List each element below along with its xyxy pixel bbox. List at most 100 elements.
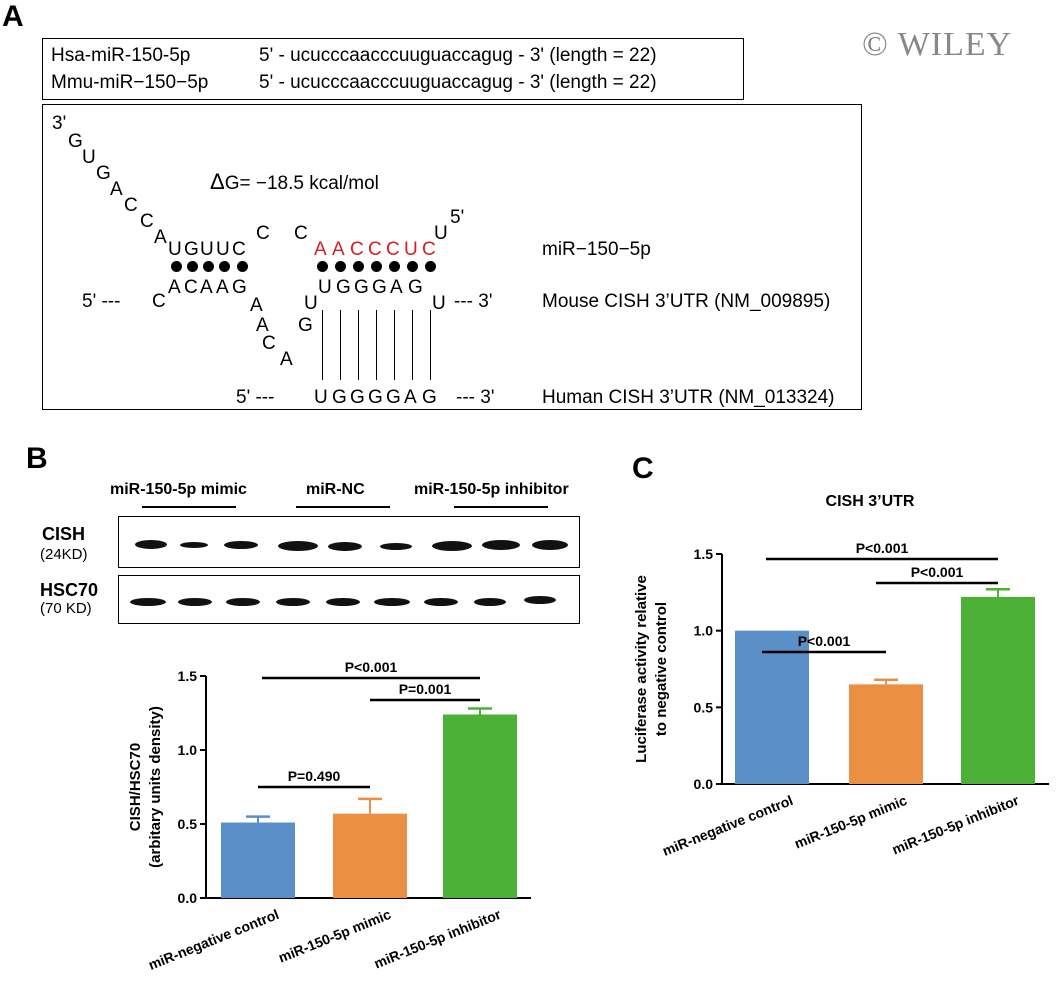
mouse-pair-nt: C xyxy=(184,277,198,298)
hsc70-band xyxy=(178,598,212,606)
seq-mouse: 5' - ucucccaacccuuguaccagug - 3' (length… xyxy=(259,72,657,93)
base-pair-dot xyxy=(389,261,400,272)
mouse-pair-nt: G xyxy=(232,277,247,298)
mouse-loop-nt: A xyxy=(280,349,293,370)
x-tick-label: miR-150-5p inhibitor xyxy=(372,906,504,972)
mirna-tail-nt: A xyxy=(154,227,167,248)
blot-group-line-mimic xyxy=(142,506,236,508)
bar-3 xyxy=(443,714,517,898)
seq-name-human: Hsa-miR-150-5p xyxy=(51,45,191,66)
human-seed-nt: U xyxy=(314,387,328,408)
cish-band xyxy=(224,541,258,549)
mirna-tail-nt: U xyxy=(82,147,96,168)
hsc70-blot xyxy=(118,575,580,624)
panel-letter-c: C xyxy=(632,452,654,485)
hsc70-label: HSC70 xyxy=(40,580,99,600)
mirna-pair-nt: G xyxy=(184,239,199,260)
homology-line xyxy=(412,310,414,380)
mouse-loop-nt: A xyxy=(256,315,269,336)
mouse-3prime-label: --- 3' xyxy=(454,291,493,312)
mouse-seed-nt: G xyxy=(354,277,369,298)
base-pair-dot xyxy=(371,261,382,272)
cish-band xyxy=(482,540,520,550)
hsc70-band xyxy=(130,598,166,606)
hsc70-band xyxy=(226,598,260,606)
y-axis-label: Luciferase activity relative xyxy=(633,575,650,763)
cish-band xyxy=(180,542,208,548)
mirna-tail-nt: G xyxy=(68,131,83,152)
blot-group-nc: miR-NC xyxy=(306,481,365,498)
mirna-3prime-label: 3' xyxy=(52,113,67,134)
blot-group-line-inhibitor xyxy=(454,506,548,508)
human-seed-nt: G xyxy=(422,387,437,408)
y-tick-label: 0.0 xyxy=(178,890,198,906)
homology-line xyxy=(340,310,342,380)
mouse-utr-label: Mouse CISH 3’UTR (NM_009895) xyxy=(542,291,831,312)
cish-band xyxy=(380,543,412,550)
seq-name-mouse: Mmu-miR−150−5p xyxy=(51,72,209,93)
mirna-seed-nt: C xyxy=(386,239,400,260)
mouse-seed-nt: G xyxy=(372,277,387,298)
bar-2 xyxy=(849,684,923,784)
delta-g-value: G= −18.5 kcal/mol xyxy=(224,173,379,194)
y-tick-label: 0.5 xyxy=(694,699,714,715)
base-pair-dot xyxy=(317,261,328,272)
mirna-seed-nt: U xyxy=(404,239,418,260)
y-tick-label: 1.0 xyxy=(694,623,714,639)
publisher-watermark: © WILEY xyxy=(862,26,1013,63)
homology-line xyxy=(394,310,396,380)
mirna-seed-nt: A xyxy=(314,239,327,260)
cish-band xyxy=(278,541,318,551)
significance-label: P<0.001 xyxy=(911,564,964,580)
blot-group-line-nc xyxy=(296,506,390,508)
cish-label: CISH xyxy=(42,524,86,544)
x-tick-label: miR-negative control xyxy=(660,792,795,859)
panel-letter-b: B xyxy=(26,442,48,475)
mouse-loop-nt: G xyxy=(298,315,313,336)
hsc70-band xyxy=(524,596,556,604)
significance-label: P<0.001 xyxy=(856,540,909,556)
mirna-pair-nt: U xyxy=(200,239,214,260)
mouse-seed-nt: G xyxy=(408,277,423,298)
sequence-box: Hsa-miR-150-5p 5' - ucucccaacccuuguaccag… xyxy=(42,38,744,100)
homology-line xyxy=(322,310,324,380)
mirna-pair-nt: U xyxy=(216,239,230,260)
bar-2 xyxy=(333,813,407,898)
binding-diagram-box xyxy=(42,104,862,410)
human-seed-nt: G xyxy=(350,387,365,408)
mirna-pair-nt: C xyxy=(232,239,246,260)
hsc70-size: (70 KD) xyxy=(40,600,92,617)
mirna-pair-nt: U xyxy=(168,239,182,260)
hsc70-band xyxy=(326,598,360,606)
human-seed-nt: A xyxy=(404,387,417,408)
hsc70-band xyxy=(424,598,458,606)
bar-3 xyxy=(961,596,1035,784)
significance-label: P=0.001 xyxy=(399,681,452,697)
base-pair-dot xyxy=(353,261,364,272)
mouse-pair-nt: A xyxy=(200,277,213,298)
cish-band xyxy=(328,542,362,551)
cish-band xyxy=(532,540,568,550)
base-pair-dot xyxy=(237,261,248,272)
base-pair-dot xyxy=(407,261,418,272)
mouse-end-nt: U xyxy=(432,293,446,314)
mouse-loop-nt: C xyxy=(262,333,276,354)
y-tick-label: 1.0 xyxy=(178,742,198,758)
mouse-seed-nt: U xyxy=(318,277,332,298)
hsc70-band xyxy=(474,598,506,606)
panel-letter-a: A xyxy=(2,0,24,33)
mouse-5prime-label: 5' --- xyxy=(82,291,121,312)
mirna-seed-nt: A xyxy=(332,239,345,260)
mirna-tail-nt: C xyxy=(124,195,138,216)
mirna-tail-nt: G xyxy=(96,163,111,184)
mirna-seed-nt: C xyxy=(350,239,364,260)
mouse-seed-nt: A xyxy=(390,277,403,298)
homology-line xyxy=(358,310,360,380)
y-tick-label: 1.5 xyxy=(694,546,714,562)
base-pair-dot xyxy=(203,261,214,272)
significance-label: P<0.001 xyxy=(798,633,851,649)
mouse-pair-nt: A xyxy=(168,277,181,298)
y-tick-label: 0.5 xyxy=(178,816,198,832)
x-tick-label: miR-negative control xyxy=(146,906,281,973)
y-tick-label: 0.0 xyxy=(694,776,714,792)
